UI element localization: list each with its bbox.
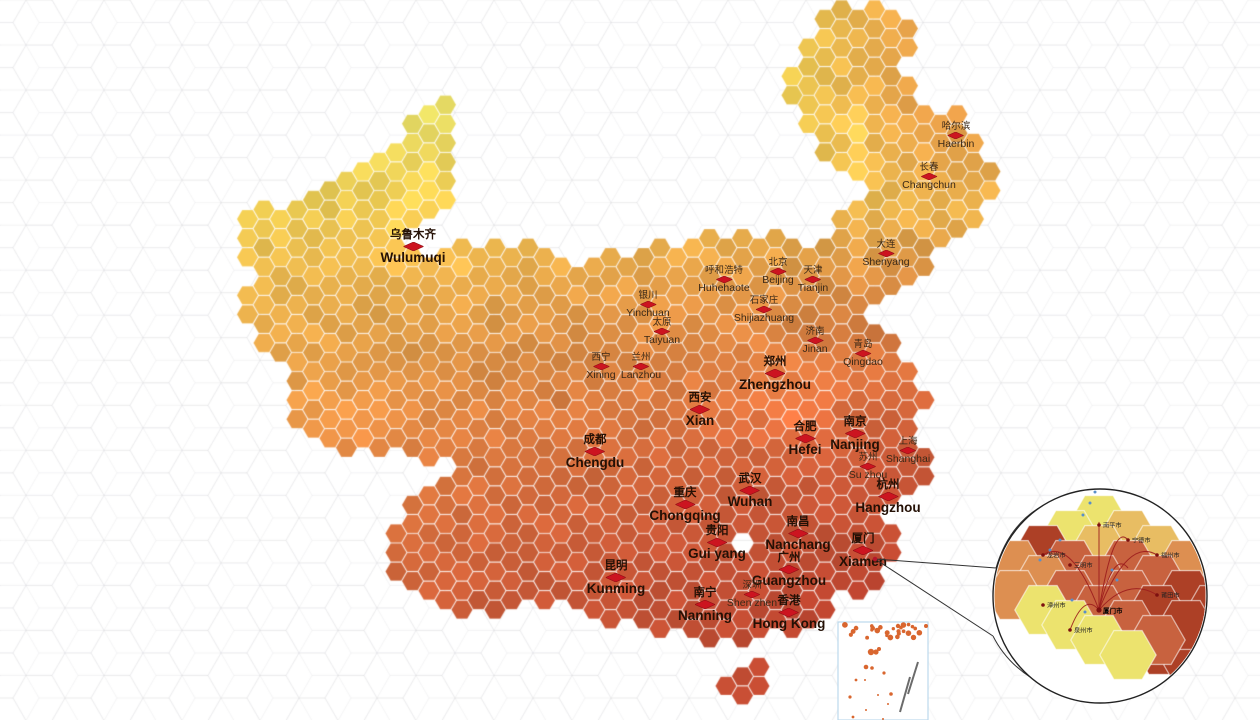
svg-text:莆田市: 莆田市 bbox=[1161, 592, 1180, 600]
svg-text:漳州市: 漳州市 bbox=[1047, 602, 1066, 610]
svg-text:福州市: 福州市 bbox=[1161, 552, 1180, 560]
svg-text:泉州市: 泉州市 bbox=[1074, 627, 1093, 635]
svg-text:三明市: 三明市 bbox=[1074, 562, 1093, 570]
svg-text:南平市: 南平市 bbox=[1103, 522, 1122, 530]
svg-text:龙岩市: 龙岩市 bbox=[1047, 552, 1066, 560]
svg-text:宁德市: 宁德市 bbox=[1132, 537, 1151, 545]
svg-text:厦门市: 厦门市 bbox=[1103, 606, 1123, 615]
